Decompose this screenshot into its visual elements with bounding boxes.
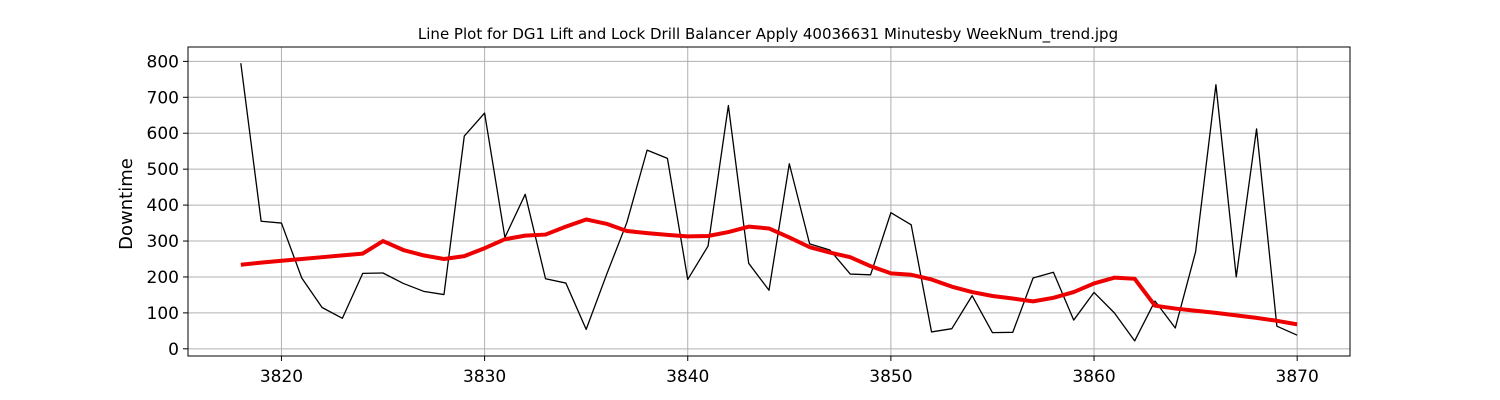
y-tick-label: 700 — [147, 88, 179, 108]
x-tick-label: 3840 — [666, 367, 709, 387]
y-tick-label: 600 — [147, 124, 179, 144]
series-lines — [240, 63, 1298, 342]
x-tick-label: 3850 — [869, 367, 912, 387]
chart-title: Line Plot for DG1 Lift and Lock Drill Ba… — [418, 25, 1118, 44]
y-axis-label: Downtime — [116, 158, 137, 250]
trend-series-line — [240, 217, 1298, 327]
y-tick-label: 800 — [147, 52, 179, 72]
plot-area-frame — [187, 46, 1351, 357]
y-tick-label: 500 — [147, 160, 179, 180]
y-tick-label: 300 — [147, 232, 179, 252]
downtime-series-line — [240, 63, 1298, 342]
x-tick-label: 3820 — [260, 367, 303, 387]
y-tick-label: 100 — [147, 304, 179, 324]
x-tick-label: 3870 — [1276, 367, 1319, 387]
axis-ticks: 3820 3830 3840 3850 3860 3870 0 100 200 300 400 500… — [147, 52, 1319, 387]
x-tick-label: 3830 — [463, 367, 506, 387]
y-tick-label: 400 — [147, 196, 179, 216]
x-tick-label: 3860 — [1072, 367, 1115, 387]
y-tick-label: 0 — [168, 340, 179, 360]
y-tick-label: 200 — [147, 268, 179, 288]
grid-lines — [188, 47, 1350, 356]
